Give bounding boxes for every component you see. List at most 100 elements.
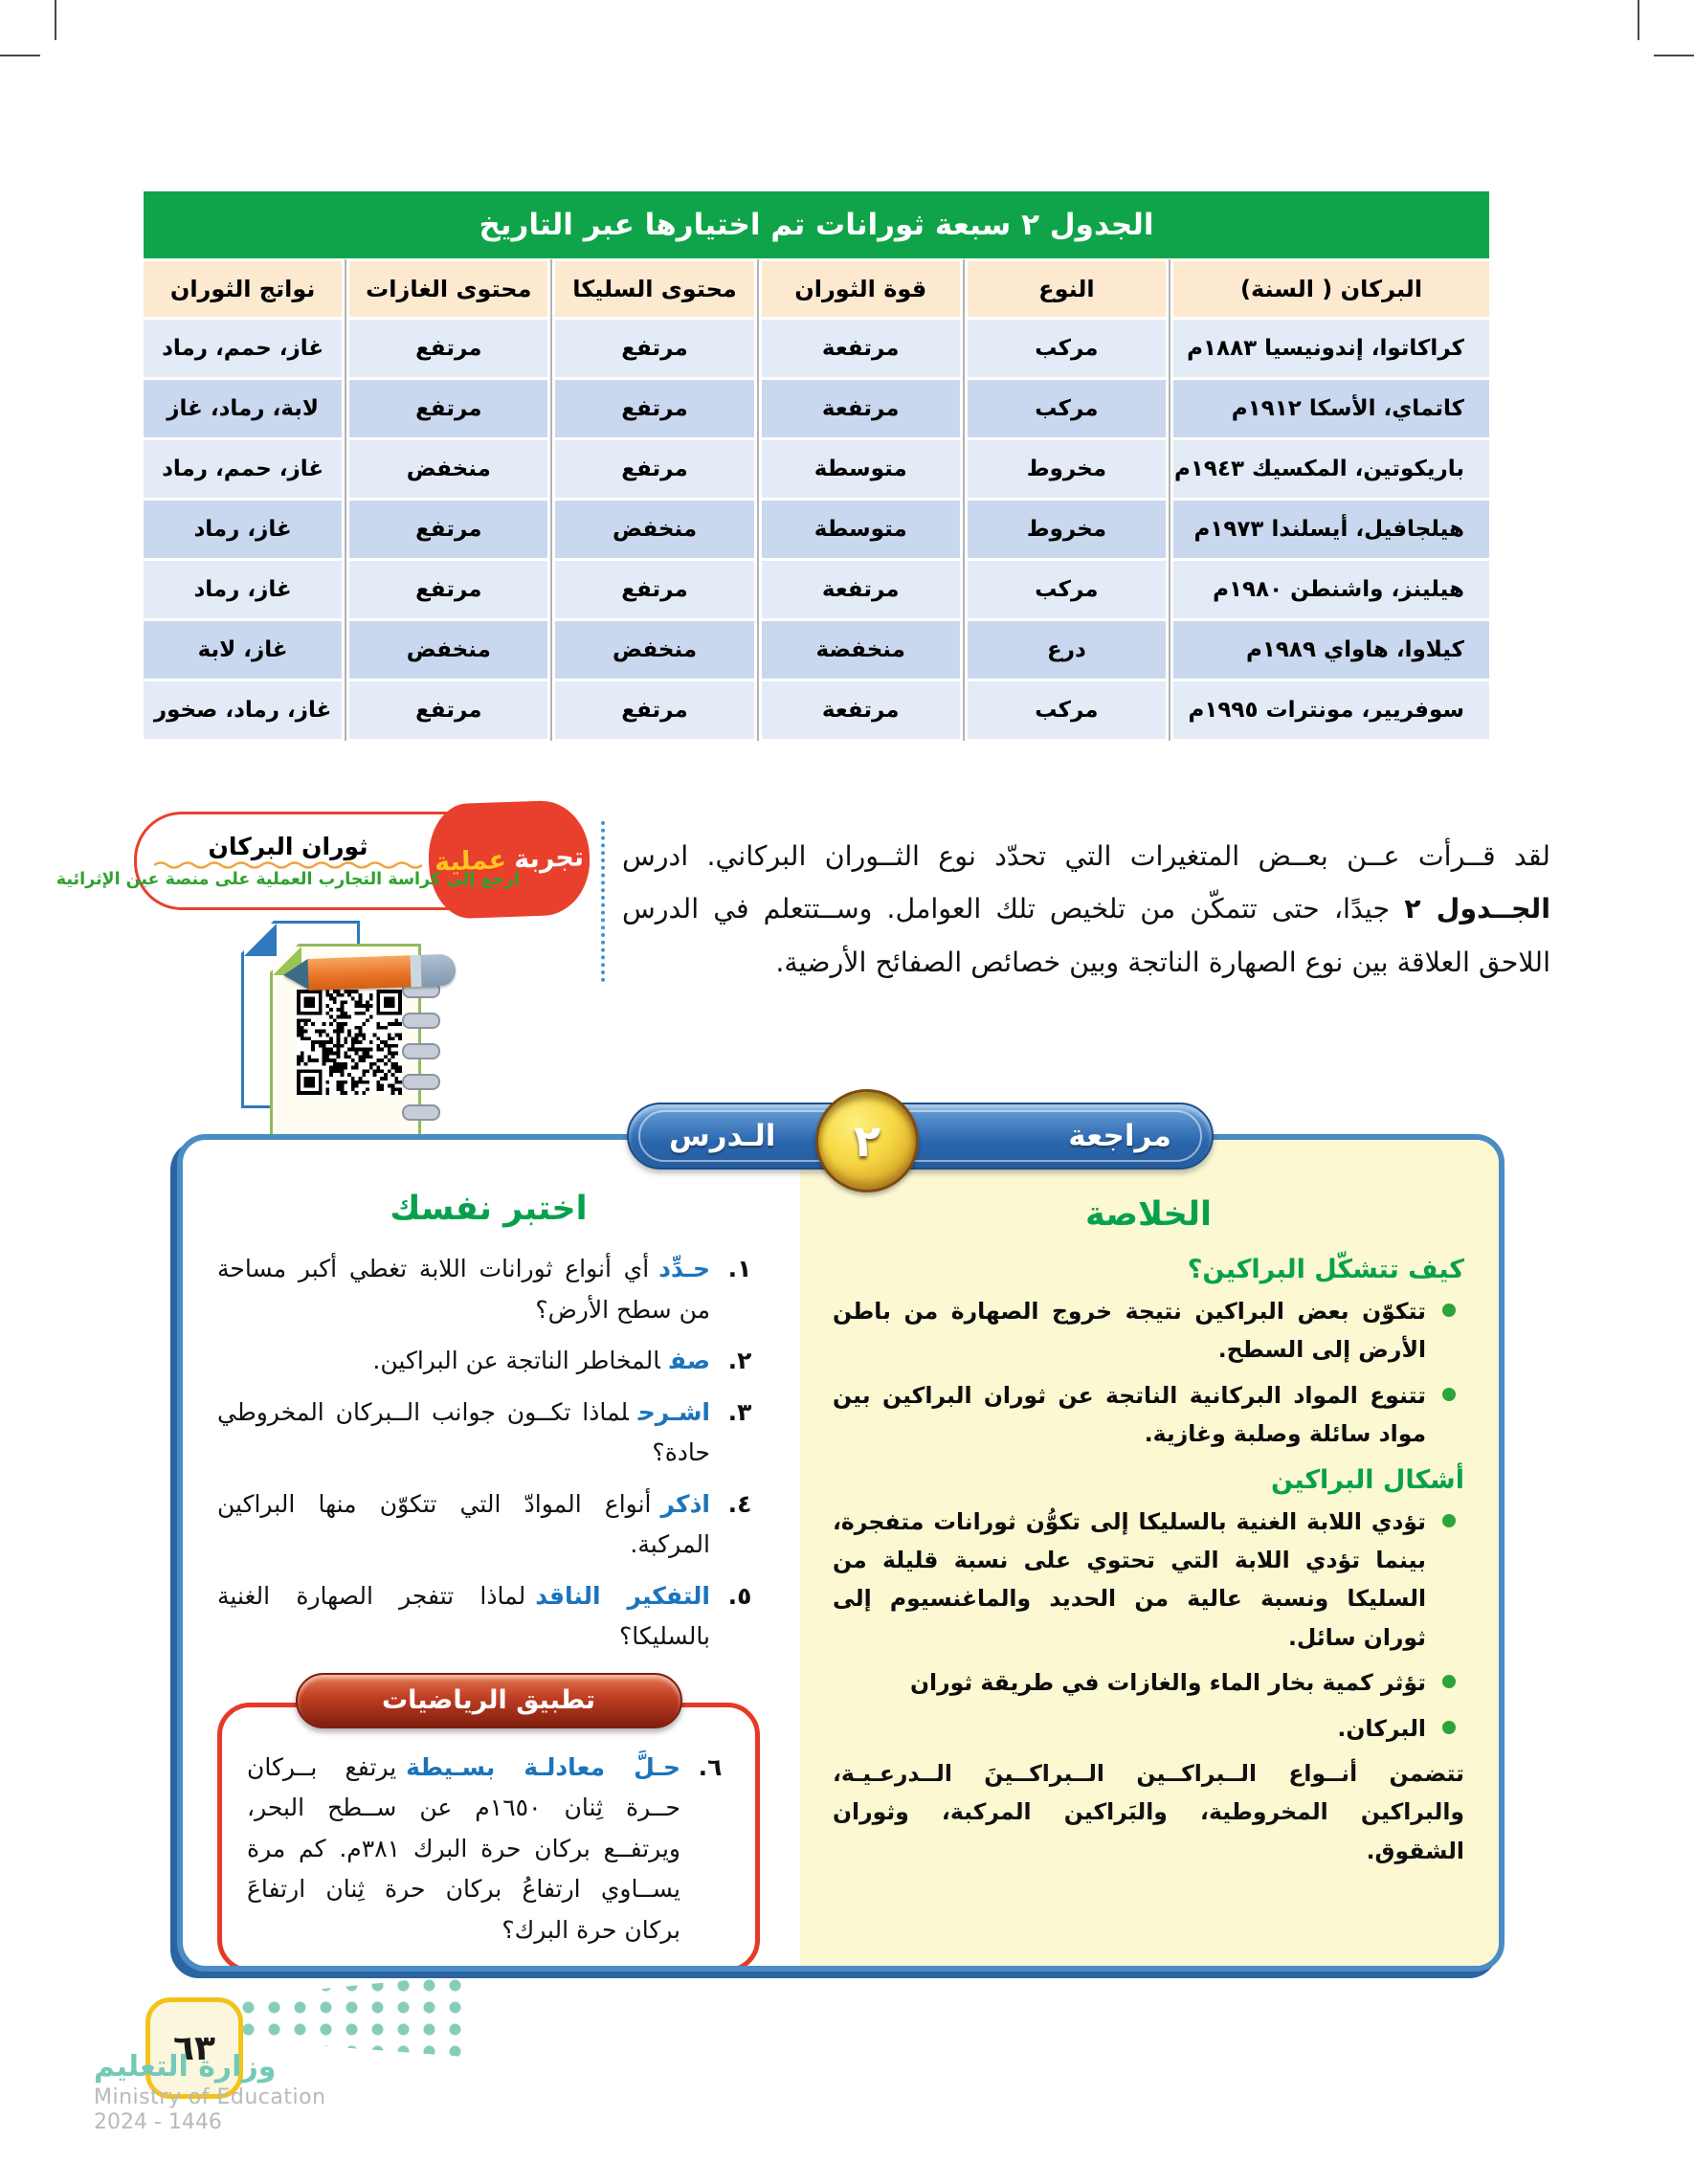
bullet-dot-icon (1442, 1304, 1456, 1317)
bullet-dot-icon (1442, 1513, 1456, 1527)
question-number: ٣. (727, 1397, 752, 1426)
gases-cell: مرتفع (345, 680, 548, 741)
question-text: أي أنواع ثورانات اللابة تغطي أكبر مساحة … (217, 1255, 710, 1324)
question-keyword: اذكر (660, 1489, 711, 1518)
question-item: ٢. صف المخاطر الناتجة عن البراكين. (217, 1341, 760, 1382)
gases-cell: مرتفع (345, 559, 548, 620)
review-panel: الخلاصة كيف تتشكّل البراكين؟ تتكوّن بعض … (177, 1134, 1505, 1972)
volcano-cell: سوفريير، مونترات ١٩٩٥م (1169, 680, 1489, 741)
intro-text-end: جيدًا، حتى تتمكّن من تلخيص تلك العوامل. … (622, 893, 1550, 978)
crop-mark (0, 55, 40, 56)
table-header-row: البركان ( السنة) النوع قوة الثوران محتوى… (144, 259, 1489, 319)
spiral-binding (402, 1104, 440, 1121)
ministry-logo: وزارة التعليم Ministry of Education 2024… (94, 2050, 326, 2134)
silica-cell: مرتفع (550, 680, 754, 741)
selftest-section: اختبر نفسك ١. حـدِّدأي أنواع ثورانات الل… (183, 1140, 800, 1966)
type-cell: مركب (962, 378, 1166, 439)
table-title: الجدول ٢ سبعة ثورانات تم اختيارها عبر ال… (144, 191, 1489, 258)
question-number: ٥. (727, 1581, 752, 1610)
type-cell: مخروط (962, 438, 1166, 500)
products-cell: غاز، حمم، رماد (144, 320, 343, 377)
volcano-cell: هيلجافيل، أيسلندا ١٩٧٣م (1169, 499, 1489, 560)
type-cell: مركب (962, 318, 1166, 379)
crop-mark (55, 0, 56, 40)
gases-cell: مرتفع (345, 378, 548, 439)
volcano-cell: كيلاوا، هاواي ١٩٨٩م (1169, 619, 1489, 680)
banner-label-review: مراجعة (1068, 1119, 1171, 1153)
table-row: باريكوتين، المكسيك ١٩٤٣م مخروط متوسطة مر… (144, 438, 1489, 500)
summary-bullet-text: تؤدي اللابة الغنية بالسليكا إلى تكوُّن ث… (833, 1507, 1426, 1651)
spiral-binding (402, 1074, 440, 1090)
header-silica: محتوى السليكا (550, 259, 754, 319)
table-row: هيلجافيل، أيسلندا ١٩٧٣م مخروط متوسطة منخ… (144, 499, 1489, 560)
summary-bullet-text: البركان. (1337, 1714, 1426, 1742)
power-cell: منخفضة (756, 619, 960, 680)
question-keyword: حـدِّد (658, 1255, 710, 1282)
question-keyword: صف (669, 1347, 710, 1374)
page-fold-icon (273, 947, 301, 975)
silica-cell: منخفض (550, 499, 754, 560)
table-row: كاتماي، الأسكا ١٩١٢م مركب مرتفعة مرتفع م… (144, 378, 1489, 439)
pencil-tip (267, 958, 309, 992)
type-cell: مركب (962, 559, 1166, 620)
pencil-icon (267, 953, 457, 992)
summary-bullet: البركان. (833, 1709, 1464, 1748)
summary-heading: كيف تتشكّل البراكين؟ (1187, 1255, 1464, 1284)
qr-code-icon (297, 990, 402, 1095)
summary-title: الخلاصة (1085, 1195, 1212, 1234)
question-keyword: حـلَّ معادلـة بسـيطة (406, 1752, 680, 1781)
question-item: ١. حـدِّدأي أنواع ثورانات اللابة تغطي أك… (217, 1249, 760, 1330)
question-text: المخاطر الناتجة عن البراكين. (372, 1347, 660, 1374)
question-number: ١. (727, 1255, 752, 1282)
gases-cell: منخفض (345, 438, 548, 500)
intro-bold-table-ref: الجــدول ٢ (1404, 893, 1550, 925)
practical-experiment-card: تجربة عملية ثوران البركان ارجع إلى كراسة… (56, 799, 592, 920)
silica-cell: مرتفع (550, 559, 754, 620)
summary-bullet: تؤدي اللابة الغنية بالسليكا إلى تكوُّن ث… (833, 1503, 1464, 1658)
products-cell: غاز، رماد، صخور (144, 681, 343, 739)
crop-mark (1654, 55, 1694, 56)
lesson-number-badge: ٢ (815, 1089, 919, 1192)
math-application-badge: تطبيق الرياضيات (295, 1672, 682, 1728)
header-volcano: البركان ( السنة) (1169, 259, 1489, 319)
gases-cell: مرتفع (345, 499, 548, 560)
crop-mark (1638, 0, 1639, 40)
dotted-divider (601, 821, 605, 982)
summary-bullet-text: تتكوّن بعض البراكين نتيجة خروج الصهارة م… (833, 1298, 1426, 1364)
bullet-dot-icon (1442, 1720, 1456, 1734)
summary-bullet: تتنوع المواد البركانية الناتجة عن ثوران … (833, 1376, 1464, 1454)
summary-bullet-text: تتنوع المواد البركانية الناتجة عن ثوران … (833, 1381, 1426, 1448)
type-cell: مركب (962, 680, 1166, 741)
summary-closing: تتضمن أنــواع الــبراكــين الــبراكــينَ… (833, 1760, 1464, 1864)
table-row: كيلاوا، هاواي ١٩٨٩م درع منخفضة منخفض منخ… (144, 619, 1489, 680)
experiment-title: ثوران البركان (208, 833, 368, 860)
gases-cell: مرتفع (345, 318, 548, 379)
spiral-binding (402, 1013, 440, 1029)
banner-label-lesson: الـدرس (669, 1119, 776, 1153)
table-row: سوفريير، مونترات ١٩٩٥م مركب مرتفعة مرتفع… (144, 680, 1489, 741)
power-cell: مرتفعة (756, 680, 960, 741)
silica-cell: مرتفع (550, 378, 754, 439)
header-gases: محتوى الغازات (345, 259, 548, 319)
bullet-dot-icon (1442, 1387, 1456, 1401)
ministry-logo-arabic: وزارة التعليم (94, 2050, 277, 2084)
lesson-review-banner: مراجعة الـدرس (627, 1103, 1214, 1170)
question-keyword: اشـرح (637, 1397, 710, 1426)
question-text: يرتفع بــركان حــرة ثِنان ١٦٥٠م عن ســطح… (247, 1752, 680, 1944)
question-number: ٤. (727, 1489, 752, 1518)
intro-text-start: لقد قــرأت عــن بعــض المتغيرات التي تحد… (622, 839, 1550, 872)
question-item: ٥. التفكير الناقدلماذا تتفجر الصهارة الغ… (217, 1576, 760, 1658)
pencil-eraser (420, 953, 457, 987)
experiment-subtitle: ارجع إلى كراسة التجارب العملية على منصة … (56, 870, 521, 889)
question-text: لماذا تتفجر الصهارة الغنية بالسليكا؟ (217, 1581, 710, 1651)
experiment-content: ثوران البركان ارجع إلى كراسة التجارب الع… (56, 818, 520, 903)
power-cell: مرتفعة (756, 318, 960, 379)
page-fold-icon (244, 924, 277, 956)
products-cell: غاز، لابة (144, 621, 343, 679)
question-text: لماذا تكــون جوانب الــبركان المخروطي حا… (217, 1397, 710, 1467)
header-power: قوة الثوران (756, 259, 960, 319)
table-row: كراكاتوا، إندونيسيا ١٨٨٣م مركب مرتفعة مر… (144, 318, 1489, 379)
wavy-divider-icon (154, 861, 422, 869)
question-number: ٦. (698, 1752, 723, 1781)
silica-cell: مرتفع (550, 438, 754, 500)
